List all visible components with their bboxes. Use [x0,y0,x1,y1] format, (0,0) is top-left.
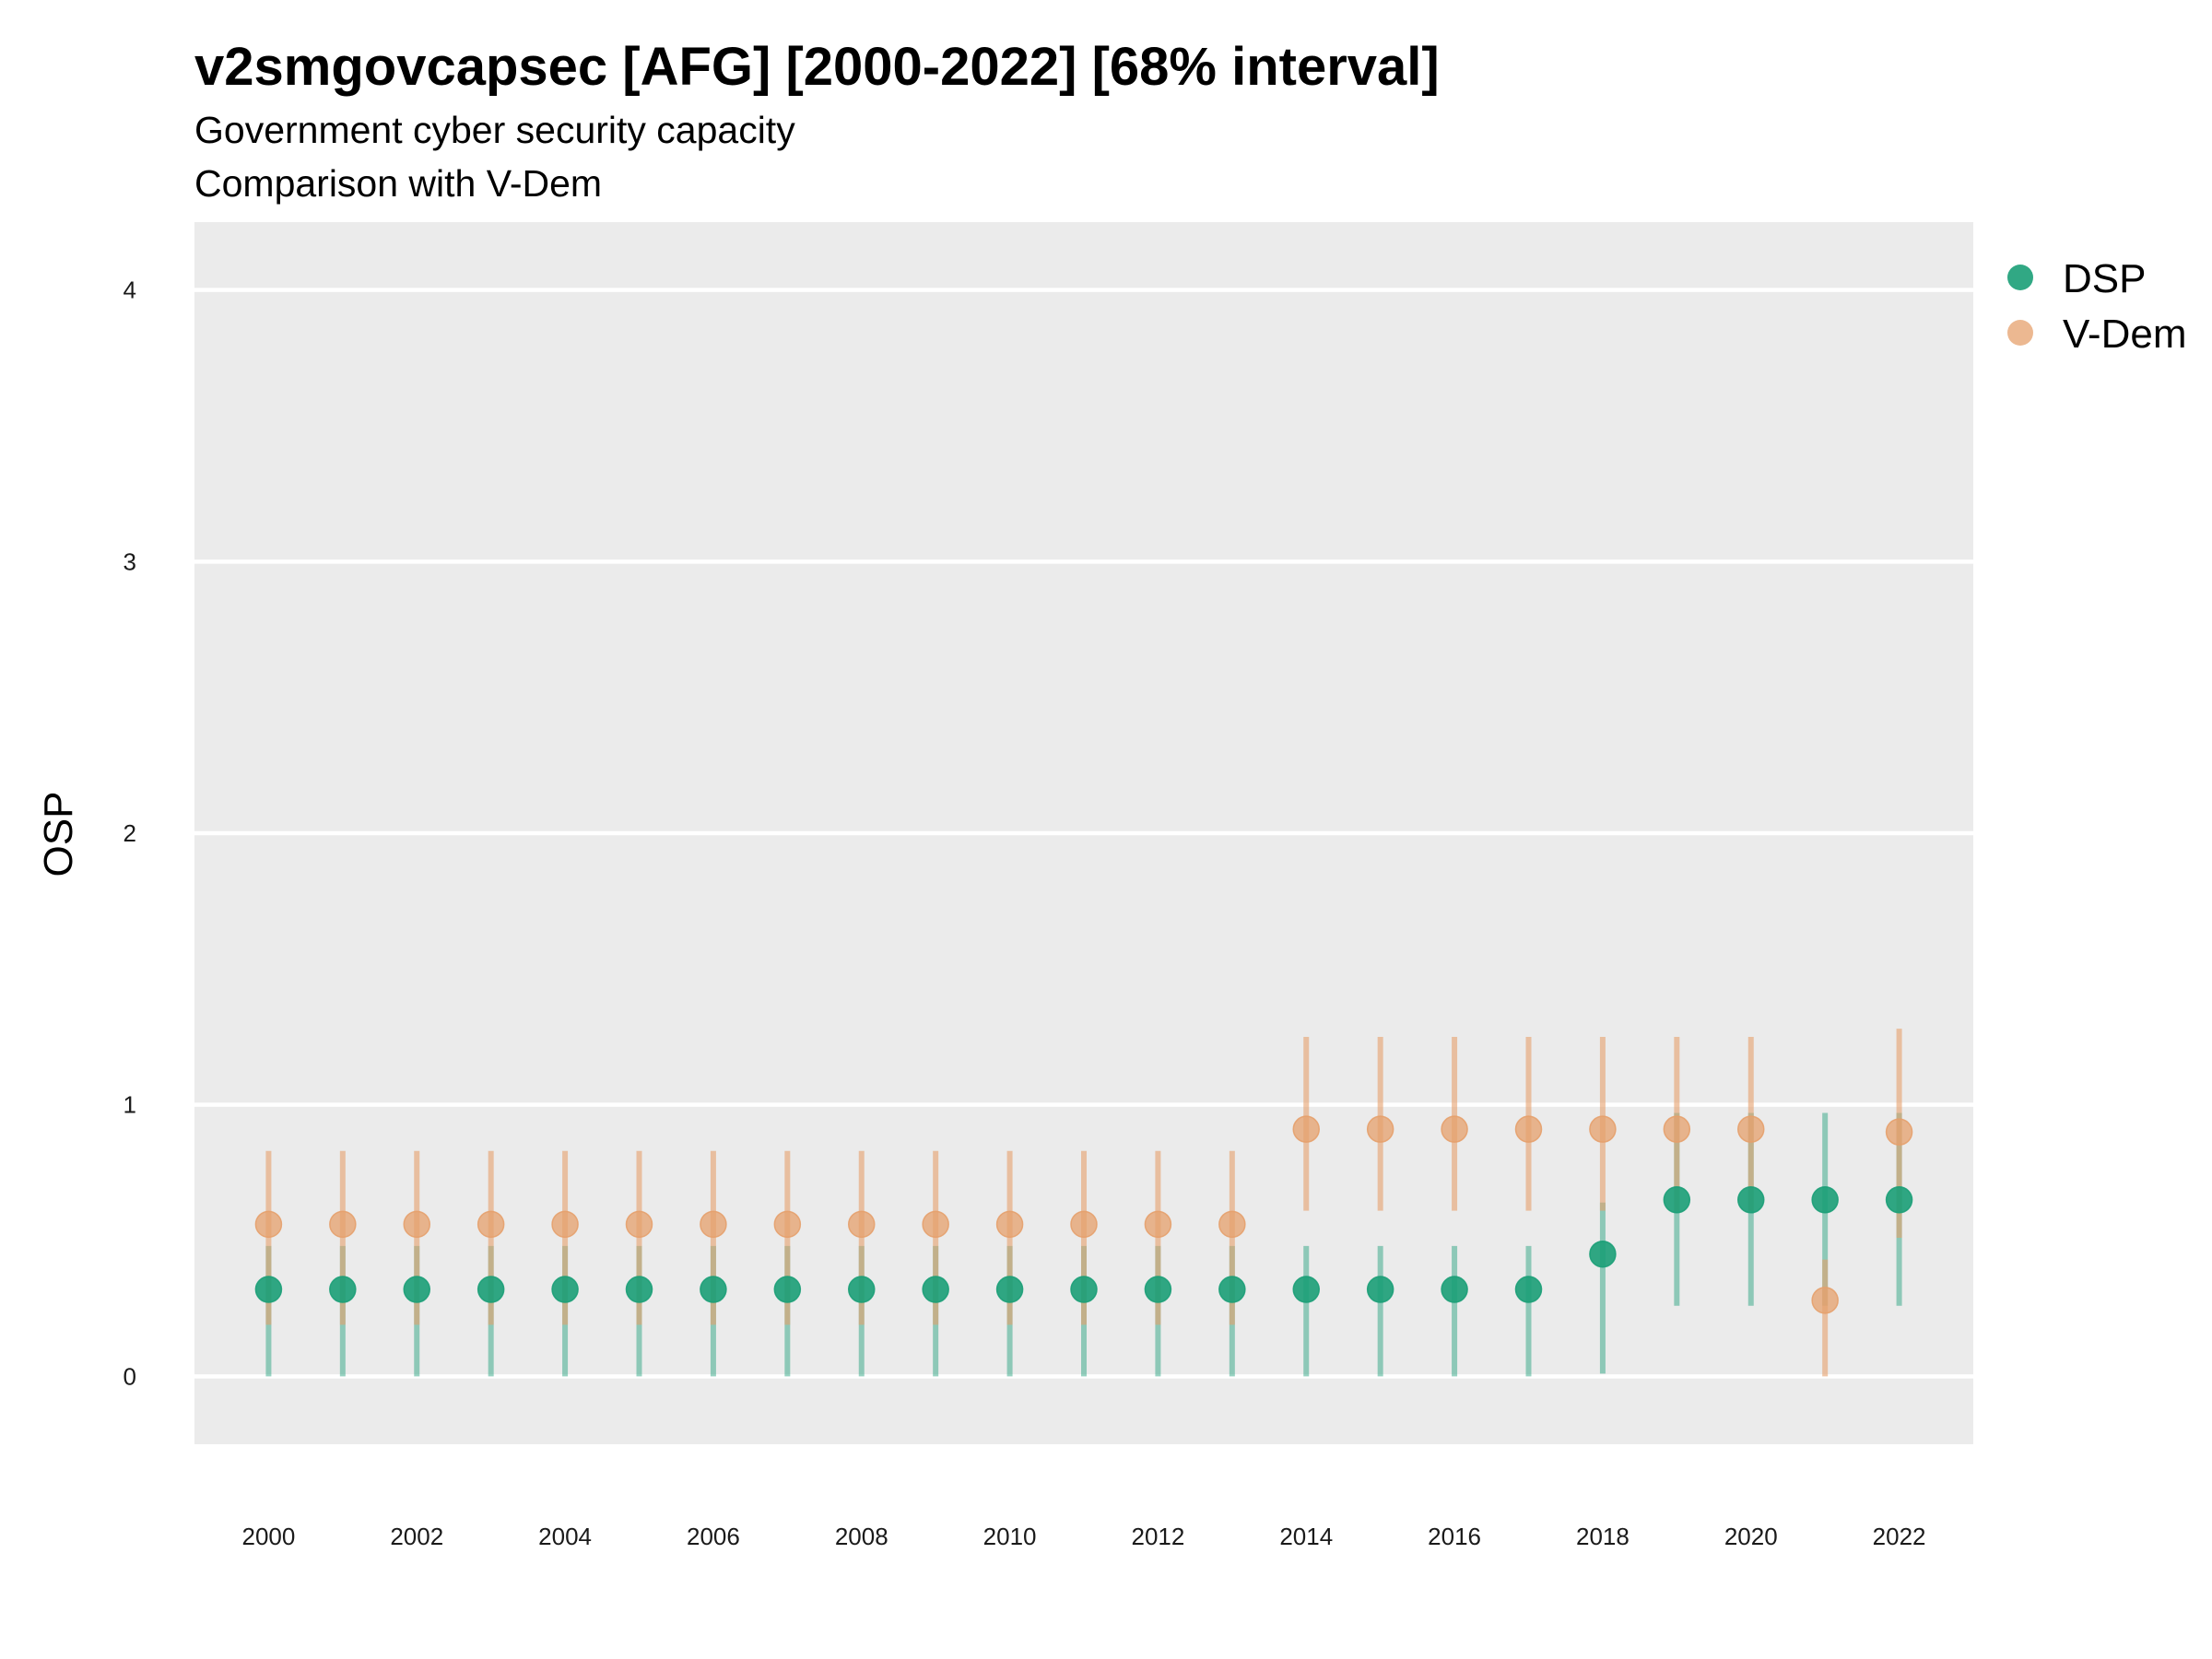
y-axis: 0 1 2 3 4 [124,276,136,1391]
point-dsp-2009 [922,1276,949,1303]
point-dsp-2007 [773,1276,802,1303]
point-vdem-2008 [848,1210,876,1239]
chart-title: v2smgovcapsec [AFG] [2000-2022] [68% int… [194,37,1440,97]
point-vdem-2001 [329,1210,357,1239]
legend-key-vdem [2007,320,2033,346]
point-vdem-2022 [1885,1118,1913,1146]
point-dsp-2018 [1589,1240,1617,1268]
x-tick-label-9: 2018 [1576,1523,1630,1550]
point-vdem-2015 [1366,1115,1394,1143]
point-dsp-2010 [995,1276,1024,1303]
x-tick-label-0: 2000 [241,1523,295,1550]
x-tick-label-7: 2014 [1279,1523,1333,1550]
point-vdem-2011 [1070,1210,1098,1239]
legend-key-dsp [2007,265,2033,290]
y-tick-label-0: 0 [124,1362,136,1390]
point-dsp-2019 [1663,1186,1691,1214]
point-vdem-2019 [1663,1115,1691,1143]
point-vdem-2000 [254,1210,283,1239]
x-tick-label-4: 2008 [835,1523,888,1550]
x-tick-label-11: 2022 [1873,1523,1926,1550]
point-vdem-2021 [1811,1287,1839,1314]
point-vdem-2012 [1144,1210,1172,1239]
point-dsp-2011 [1070,1276,1098,1303]
point-vdem-2020 [1737,1115,1765,1143]
point-vdem-2017 [1514,1115,1543,1143]
point-vdem-2010 [995,1210,1024,1239]
point-dsp-2004 [551,1276,579,1303]
point-dsp-2013 [1218,1276,1246,1303]
point-dsp-2006 [700,1276,727,1303]
point-dsp-2000 [254,1276,283,1303]
point-vdem-2003 [477,1210,505,1239]
x-tick-label-10: 2020 [1724,1523,1778,1550]
point-dsp-2020 [1737,1186,1765,1214]
point-vdem-2004 [551,1210,579,1239]
x-tick-label-6: 2012 [1131,1523,1184,1550]
point-dsp-2003 [477,1276,505,1303]
point-vdem-2009 [922,1210,949,1239]
x-tick-label-2: 2004 [538,1523,592,1550]
point-dsp-2001 [329,1276,357,1303]
point-vdem-2007 [773,1210,802,1239]
y-tick-label-3: 3 [124,547,136,575]
legend: DSP V-Dem [2007,256,2186,357]
point-dsp-2014 [1292,1276,1320,1303]
point-vdem-2006 [700,1210,727,1239]
y-tick-label-4: 4 [124,276,136,304]
point-dsp-2015 [1366,1276,1394,1303]
x-tick-label-5: 2010 [983,1523,1037,1550]
data-points [254,1115,1913,1314]
y-tick-label-1: 1 [124,1091,136,1119]
grid-lines [194,288,1973,1379]
point-vdem-2005 [625,1210,653,1239]
point-dsp-2002 [403,1276,430,1303]
point-dsp-2017 [1514,1276,1543,1303]
x-tick-label-1: 2002 [390,1523,443,1550]
legend-label-vdem: V-Dem [2063,312,2186,357]
point-vdem-2018 [1589,1115,1617,1143]
point-dsp-2008 [848,1276,876,1303]
x-tick-label-8: 2016 [1428,1523,1481,1550]
y-tick-label-2: 2 [124,819,136,847]
x-tick-label-3: 2006 [687,1523,740,1550]
point-dsp-2016 [1441,1276,1468,1303]
x-axis: 2000 2002 2004 2006 2008 2010 2012 2014 2016 2018… [241,1523,1925,1550]
chart-subtitle-2: Comparison with V-Dem [194,162,602,205]
point-vdem-2002 [403,1210,430,1239]
chart-subtitle: Government cyber security capacity [194,109,795,151]
point-dsp-2022 [1885,1186,1913,1214]
point-vdem-2013 [1218,1210,1246,1239]
point-dsp-2021 [1811,1186,1839,1214]
point-vdem-2016 [1441,1115,1468,1143]
point-dsp-2012 [1144,1276,1172,1303]
y-axis-label: OSP [36,792,81,877]
point-dsp-2005 [625,1276,653,1303]
point-vdem-2014 [1292,1115,1320,1143]
legend-label-dsp: DSP [2063,256,2146,301]
